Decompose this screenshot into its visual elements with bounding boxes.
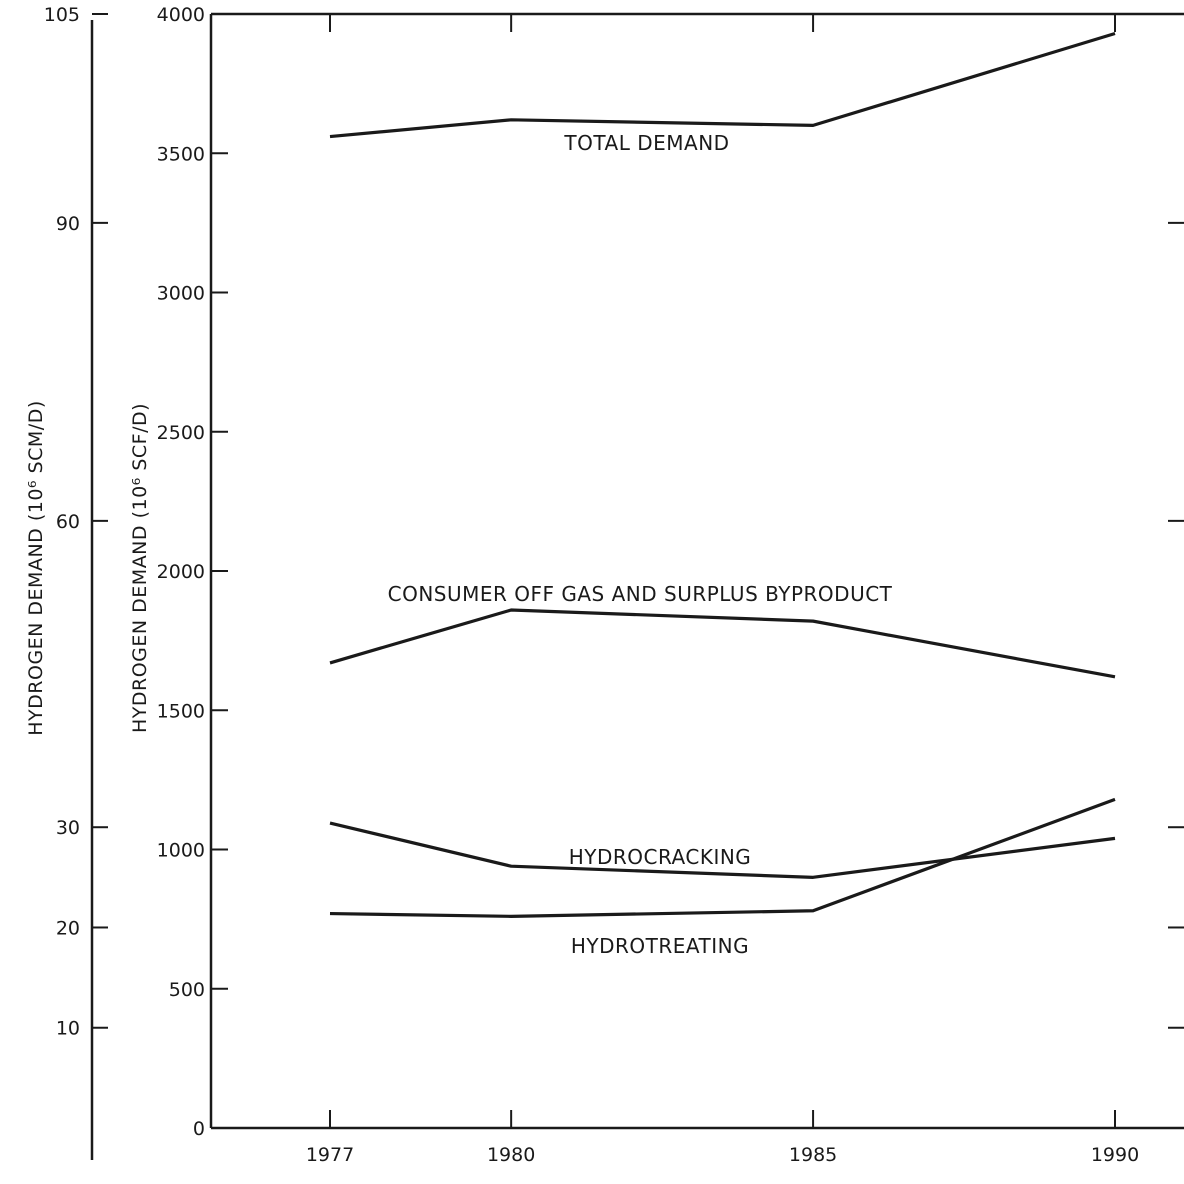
secondary-tick-label: 20	[56, 917, 80, 939]
series-label-0: TOTAL DEMAND	[563, 131, 729, 155]
series-label-1: CONSUMER OFF GAS AND SURPLUS BYPRODUCT	[388, 582, 893, 606]
y-tick-label: 0	[193, 1118, 205, 1140]
secondary-tick-label: 60	[56, 511, 80, 533]
secondary-y-axis-title: HYDROGEN DEMAND (10⁶ SCM/D)	[25, 400, 47, 735]
secondary-tick-label: 10	[56, 1018, 80, 1040]
y-tick-label: 1000	[157, 840, 205, 862]
series-group	[329, 31, 1116, 918]
secondary-tick-label: 90	[56, 213, 80, 235]
y-tick-label: 2000	[157, 561, 205, 583]
primary-y-axis: 0 500 1000 1500 2000 2500 3000 3500 4000	[157, 4, 228, 1140]
plot-frame	[209, 12, 1184, 1130]
y-tick-label: 3500	[157, 143, 205, 165]
y-tick-label: 500	[169, 979, 205, 1001]
secondary-y-axis: 105 90 60 30 20 10	[44, 4, 1184, 1160]
x-tick-label: 1980	[487, 1144, 535, 1166]
y-tick-label: 3000	[157, 283, 205, 305]
y-tick-label: 2500	[157, 422, 205, 444]
series-line-1	[329, 608, 1116, 679]
series-line-0	[329, 31, 1116, 139]
series-labels: TOTAL DEMAND CONSUMER OFF GAS AND SURPLUS…	[388, 131, 893, 958]
y-tick-label: 1500	[157, 700, 205, 722]
x-tick-label: 1990	[1091, 1144, 1139, 1166]
primary-y-axis-title: HYDROGEN DEMAND (10⁶ SCF/D)	[129, 403, 151, 733]
x-tick-label: 1977	[306, 1144, 354, 1166]
x-axis: 1977 1980 1985 1990	[306, 14, 1139, 1166]
series-line-3	[329, 797, 1116, 918]
series-label-3: HYDROTREATING	[571, 934, 749, 958]
series-label-2: HYDROCRACKING	[569, 845, 752, 869]
secondary-tick-label: 30	[56, 817, 80, 839]
y-tick-label: 4000	[157, 4, 205, 26]
x-tick-label: 1985	[789, 1144, 837, 1166]
secondary-tick-label: 105	[44, 4, 80, 26]
series-line-2	[329, 821, 1116, 879]
